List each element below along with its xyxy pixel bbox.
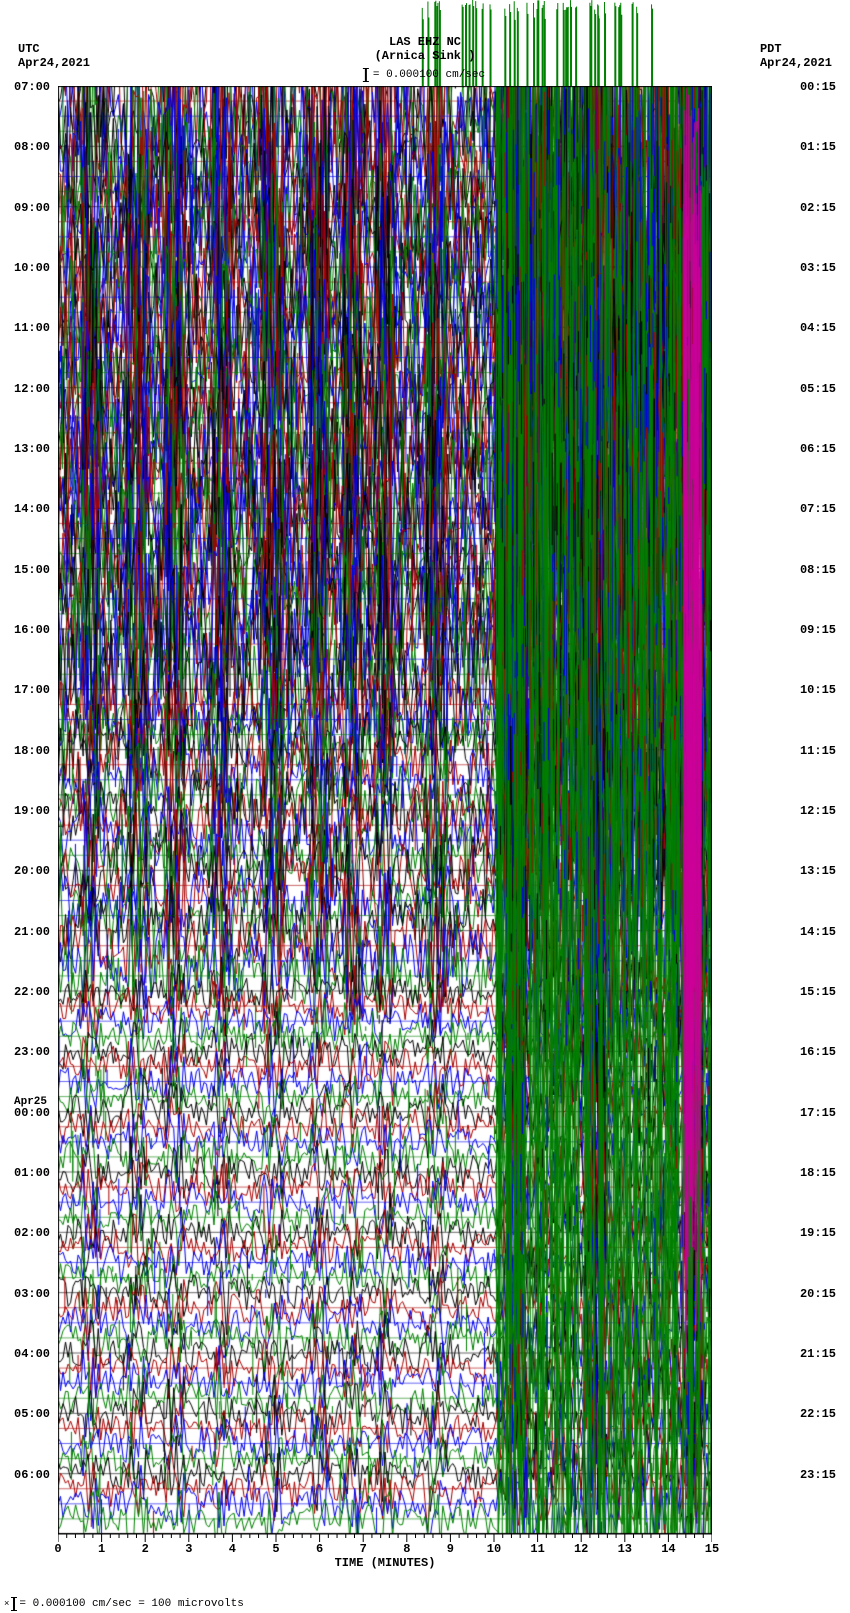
x-axis: TIME (MINUTES) 0123456789101112131415 [58,1534,712,1558]
x-tick-label: 9 [447,1542,454,1556]
right-hour-label: 10:15 [800,683,836,697]
title-block: LAS EHZ NC (Arnica Sink ) [375,35,476,63]
x-tick-label: 6 [316,1542,323,1556]
left-hour-label: 09:00 [14,201,50,215]
left-hour-label: 10:00 [14,261,50,275]
left-timezone: UTC [18,42,90,56]
right-hour-label: 19:15 [800,1226,836,1240]
left-hour-label: 18:00 [14,744,50,758]
left-date: Apr24,2021 [18,56,90,70]
left-hour-label: 17:00 [14,683,50,697]
right-hour-label: 14:15 [800,925,836,939]
x-tick-label: 2 [142,1542,149,1556]
x-tick-label: 3 [185,1542,192,1556]
x-axis-title: TIME (MINUTES) [335,1556,436,1570]
left-hour-label: 07:00 [14,80,50,94]
left-hour-label: 02:00 [14,1226,50,1240]
right-hour-label: 21:15 [800,1347,836,1361]
left-hour-label: 14:00 [14,502,50,516]
right-hour-label: 20:15 [800,1287,836,1301]
x-tick-label: 12 [574,1542,588,1556]
x-tick-label: 0 [54,1542,61,1556]
x-tick-label: 8 [403,1542,410,1556]
station-name: (Arnica Sink ) [375,49,476,63]
x-tick-label: 5 [272,1542,279,1556]
right-hour-label: 17:15 [800,1106,836,1120]
footer-text: = 0.000100 cm/sec = 100 microvolts [19,1598,243,1610]
scale-text: = 0.000100 cm/sec [373,69,485,81]
right-hour-label: 07:15 [800,502,836,516]
x-tick-label: 10 [487,1542,501,1556]
right-hour-label: 06:15 [800,442,836,456]
seismogram-canvas [58,86,712,1534]
left-hour-label: 21:00 [14,925,50,939]
footer-scale-bar-icon [13,1597,15,1611]
seismogram-plot [58,86,712,1534]
left-hour-label: 12:00 [14,382,50,396]
right-hour-label: 01:15 [800,140,836,154]
left-hour-label: 20:00 [14,864,50,878]
left-hour-label: 16:00 [14,623,50,637]
right-date: Apr24,2021 [760,56,832,70]
right-hour-label: 08:15 [800,563,836,577]
right-hour-label: 16:15 [800,1045,836,1059]
footer-scale: × = 0.000100 cm/sec = 100 microvolts [4,1597,244,1611]
left-hour-label: 03:00 [14,1287,50,1301]
x-tick-label: 14 [661,1542,675,1556]
header-right: PDT Apr24,2021 [760,42,832,70]
right-hour-label: 13:15 [800,864,836,878]
right-hour-label: 02:15 [800,201,836,215]
left-hour-label: 13:00 [14,442,50,456]
x-tick-label: 4 [229,1542,236,1556]
right-hour-label: 23:15 [800,1468,836,1482]
right-hour-label: 15:15 [800,985,836,999]
x-tick-label: 1 [98,1542,105,1556]
x-tick-label: 15 [705,1542,719,1556]
right-hour-label: 18:15 [800,1166,836,1180]
right-hour-label: 03:15 [800,261,836,275]
left-hour-label: 00:00 [14,1106,50,1120]
header-left: UTC Apr24,2021 [18,42,90,70]
left-hour-label: 15:00 [14,563,50,577]
right-hour-label: 22:15 [800,1407,836,1421]
left-hour-label: 08:00 [14,140,50,154]
right-timezone: PDT [760,42,832,56]
station-code: LAS EHZ NC [375,35,476,49]
footer-subscript: × [4,1599,9,1609]
right-hour-label: 00:15 [800,80,836,94]
left-hour-label: 11:00 [14,321,50,335]
left-hour-label: 01:00 [14,1166,50,1180]
right-hour-label: 11:15 [800,744,836,758]
left-hour-label: 22:00 [14,985,50,999]
right-hour-label: 12:15 [800,804,836,818]
scale-bar-icon [365,68,367,82]
x-tick-label: 11 [530,1542,544,1556]
right-hour-label: 09:15 [800,623,836,637]
x-tick-label: 13 [618,1542,632,1556]
left-hour-label: 06:00 [14,1468,50,1482]
right-hour-label: 05:15 [800,382,836,396]
left-hour-label: 23:00 [14,1045,50,1059]
right-hour-label: 04:15 [800,321,836,335]
scale-legend: = 0.000100 cm/sec [365,68,485,82]
x-tick-label: 7 [360,1542,367,1556]
left-hour-label: 04:00 [14,1347,50,1361]
x-axis-ticks [58,1534,712,1554]
left-hour-label: 05:00 [14,1407,50,1421]
left-hour-label: 19:00 [14,804,50,818]
